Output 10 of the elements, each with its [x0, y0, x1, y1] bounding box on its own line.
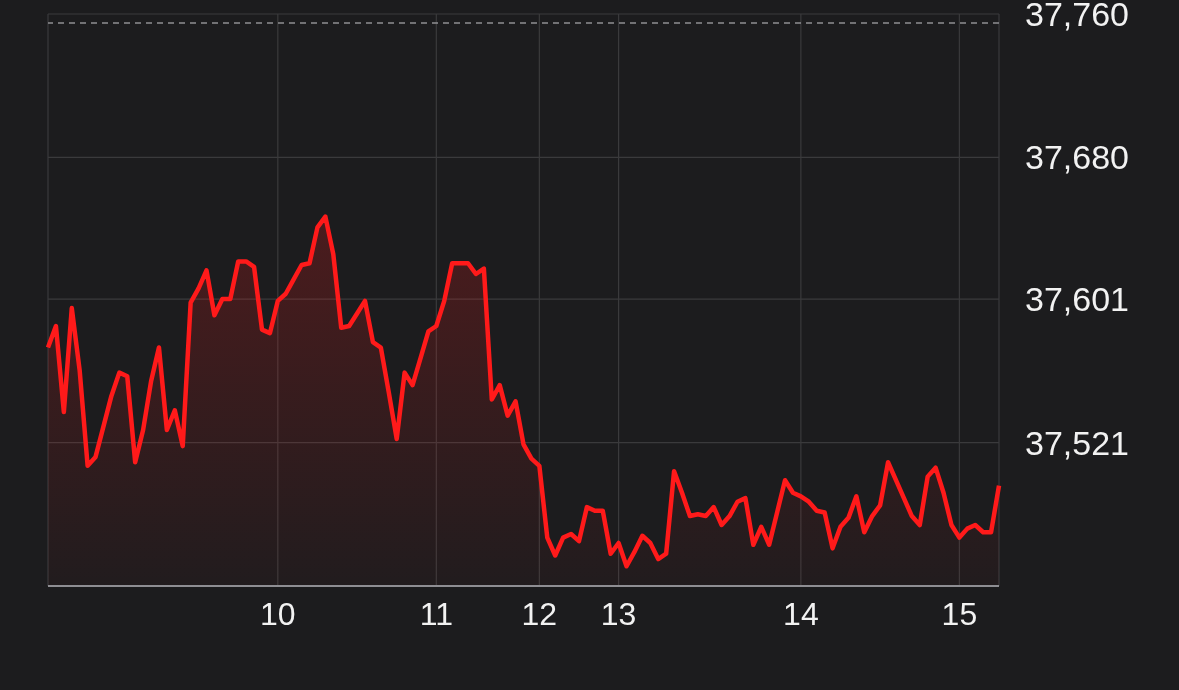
y-tick-label: 37,601 [1025, 280, 1129, 319]
y-tick-label: 37,680 [1025, 138, 1129, 177]
x-tick-label: 13 [600, 595, 637, 632]
x-tick-label: 12 [521, 595, 558, 632]
y-tick-label: 37,760 [1025, 0, 1129, 33]
x-tick-label: 15 [941, 595, 978, 632]
x-tick-label: 14 [783, 595, 819, 632]
x-tick-label: 11 [419, 595, 453, 632]
y-tick-label: 37,521 [1025, 423, 1129, 462]
x-tick-label: 10 [260, 595, 296, 632]
